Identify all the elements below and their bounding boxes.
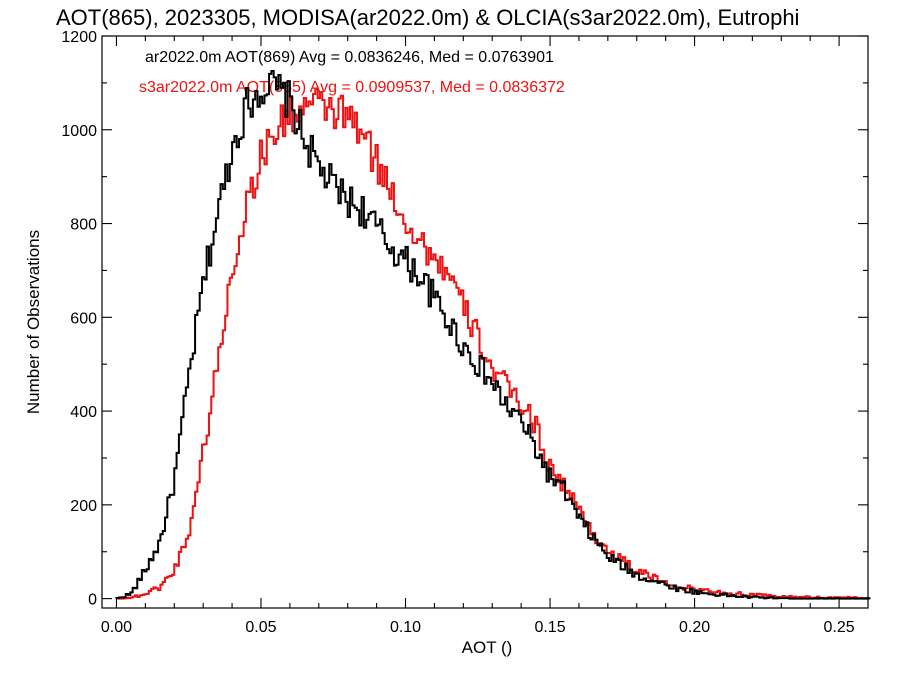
- x-tick-label: 0.10: [390, 619, 421, 636]
- y-tick-label: 1200: [61, 29, 97, 46]
- x-tick-label: 0.00: [101, 619, 132, 636]
- stats-annotation-black: ar2022.0m AOT(869) Avg = 0.0836246, Med …: [145, 49, 554, 66]
- y-tick-label: 200: [70, 498, 97, 515]
- chart-title: AOT(865), 2023305, MODISA(ar2022.0m) & O…: [56, 5, 799, 30]
- stats-annotation-red: s3ar2022.0m AOT(865) Avg = 0.0909537, Me…: [139, 79, 565, 96]
- x-axis-label: AOT (): [462, 638, 513, 657]
- ticks-layer: 0.00 0.05 0.10 0.15 0.20 0.25 0 200 400 600 800 100…: [61, 29, 868, 636]
- x-tick-label: 0.15: [534, 619, 565, 636]
- y-tick-label: 600: [70, 310, 97, 327]
- series-layer: [116, 71, 870, 599]
- x-tick-label: 0.05: [245, 619, 276, 636]
- y-axis-label: Number of Observations: [24, 230, 43, 414]
- y-tick-label: 800: [70, 217, 97, 234]
- y-tick-label: 400: [70, 404, 97, 421]
- x-tick-label: 0.25: [824, 619, 855, 636]
- histogram-series-modisa: [116, 71, 870, 599]
- histogram-chart: AOT(865), 2023305, MODISA(ar2022.0m) & O…: [0, 0, 900, 675]
- y-tick-label: 0: [88, 592, 97, 609]
- x-tick-label: 0.20: [679, 619, 710, 636]
- y-tick-label: 1000: [61, 123, 97, 140]
- plot-frame: [102, 36, 868, 608]
